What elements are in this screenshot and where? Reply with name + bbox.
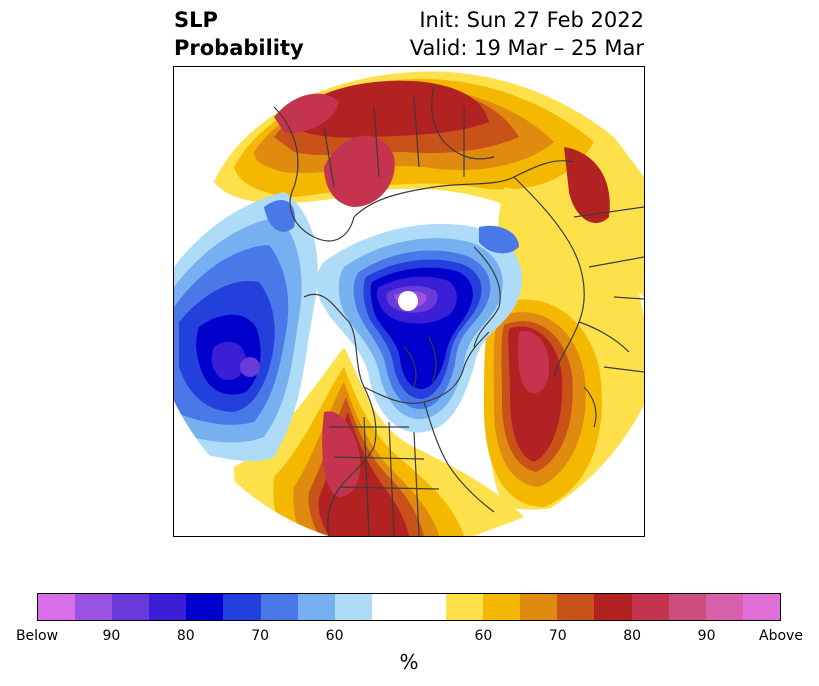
anomaly-negative-arctic [316, 223, 522, 433]
colorbar-swatch [334, 594, 372, 620]
colorbar-swatch [668, 594, 706, 620]
colorbar-tick-label: 90 [102, 628, 121, 644]
colorbar-swatch [557, 594, 595, 620]
colorbar-swatch [186, 594, 224, 620]
colorbar-swatch [594, 594, 632, 620]
variable-title: SLP [174, 8, 218, 32]
anomaly-negative-pacific [174, 192, 318, 462]
colorbar-swatch [483, 594, 521, 620]
colorbar-swatch [371, 594, 409, 620]
colorbar-swatch [631, 594, 669, 620]
chart-title-right: Init: Sun 27 Feb 2022 Valid: 19 Mar – 25… [410, 6, 644, 62]
colorbar-tick-label: 70 [548, 628, 567, 644]
product-title: Probability [174, 36, 304, 60]
init-date: Init: Sun 27 Feb 2022 [419, 8, 644, 32]
colorbar-unit-label: % [399, 650, 419, 674]
colorbar-tick-label: 70 [251, 628, 270, 644]
anomaly-positive-asia [484, 147, 644, 510]
colorbar-tick-label: Above [759, 628, 803, 644]
colorbar-tick-label: Below [15, 628, 59, 644]
valid-range: Valid: 19 Mar – 25 Mar [409, 36, 644, 60]
probability-colorbar [37, 593, 781, 621]
colorbar-swatch [408, 594, 447, 620]
map-boundaries [273, 86, 644, 536]
colorbar-swatch [112, 594, 150, 620]
colorbar-swatch [705, 594, 743, 620]
colorbar-swatch [149, 594, 187, 620]
colorbar-swatch [520, 594, 558, 620]
anomaly-positive-europe [214, 71, 644, 297]
probability-map [173, 66, 645, 537]
colorbar-swatch [297, 594, 335, 620]
colorbar-swatch [75, 594, 113, 620]
colorbar-swatch [38, 594, 76, 620]
chart-title-left: SLP Probability [174, 6, 304, 62]
map-canvas [174, 67, 644, 536]
colorbar-tick-label: 80 [623, 628, 642, 644]
colorbar-tick-label: 90 [697, 628, 716, 644]
colorbar-tick-label: 60 [325, 628, 344, 644]
colorbar-swatch [742, 594, 780, 620]
colorbar-swatch [260, 594, 298, 620]
colorbar-tick-label: 80 [176, 628, 195, 644]
colorbar-tick-label: 60 [474, 628, 493, 644]
colorbar-swatch [223, 594, 261, 620]
colorbar-swatch [446, 594, 484, 620]
